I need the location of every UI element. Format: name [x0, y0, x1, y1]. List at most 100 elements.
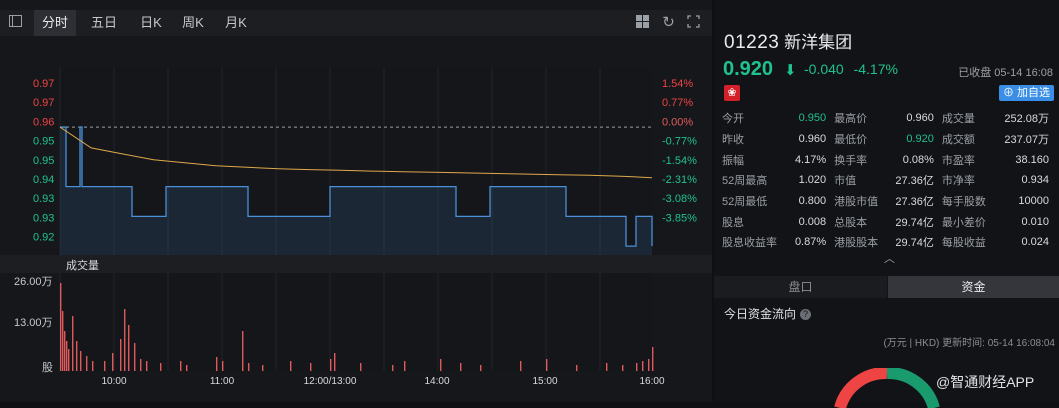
volume-bar — [134, 343, 136, 371]
time-tick-label: 10:00 — [101, 376, 126, 387]
price-tick-label: 0.96 — [33, 116, 54, 128]
tab-daily-k[interactable]: 日K — [140, 15, 162, 30]
quote-row: 股息 0.008 总股本 29.74亿 最小差价 0.010 — [722, 211, 1057, 232]
quote-row: 52周最高 1.020 市值 27.36亿 市净率 0.934 — [722, 170, 1057, 191]
quote-value: 0.950 — [798, 112, 827, 125]
time-tick-label: 16:00 — [639, 376, 664, 387]
plus-circle-icon: ⊕ — [1002, 87, 1014, 99]
volume-bar — [334, 353, 336, 371]
chart-panel: 分时 五日 日K 周K 月K ↻ 0.97 0.97 0.96 0.95 0.95 0.9… — [0, 10, 712, 402]
time-tick-label: 14:00 — [424, 376, 449, 387]
volume-title: 成交量 — [66, 258, 99, 272]
volume-bar — [160, 363, 162, 371]
volume-bar — [546, 359, 548, 371]
volume-bar — [60, 283, 62, 371]
quote-value: 10000 — [1018, 195, 1049, 208]
quote-label: 每股收益 — [941, 237, 986, 250]
volume-bar — [642, 361, 644, 371]
tab-intraday[interactable]: 分时 — [34, 10, 76, 36]
price-tick-label: 0.94 — [33, 174, 54, 186]
tab-weekly-k[interactable]: 周K — [182, 15, 204, 30]
volume-bar — [440, 359, 442, 371]
volume-bar — [248, 363, 250, 371]
refresh-icon[interactable]: ↻ — [662, 14, 675, 31]
quote-table: 今开 0.950 最高价 0.960 成交量 252.08万 昨收 0.960 最低价 0.920… — [722, 108, 1057, 253]
volume-bar — [66, 341, 68, 371]
quote-value: 0.08% — [902, 153, 934, 166]
help-icon[interactable]: ? — [800, 309, 812, 320]
time-tick-label: 11:00 — [210, 376, 235, 387]
quote-label: 市盈率 — [941, 154, 975, 167]
quote-label: 港股股本 — [834, 237, 879, 250]
volume-tick-label: 股 — [42, 361, 53, 374]
change-percent: -4.17% — [853, 61, 898, 77]
tab-orderbook[interactable]: 盘口 — [714, 276, 887, 298]
volume-bar — [124, 309, 126, 371]
volume-bar — [392, 365, 394, 371]
fullscreen-icon[interactable] — [686, 15, 701, 30]
quote-value: 0.934 — [1021, 174, 1049, 187]
volume-header-bg — [0, 255, 712, 273]
fund-flow-meta: (万元 | HKD) 更新时间: 05-14 16:08:04 — [883, 338, 1055, 349]
time-tick-label: 15:00 — [532, 376, 557, 387]
volume-bar — [460, 363, 462, 371]
volume-bar — [92, 361, 94, 371]
quote-label: 52周最低 — [722, 196, 768, 209]
expand-caret-icon[interactable]: ︿ — [884, 253, 895, 265]
hk-flag-icon: ❀ — [724, 85, 740, 101]
quote-label: 股息收益率 — [722, 237, 777, 250]
quote-label: 市值 — [834, 175, 857, 188]
volume-bar — [262, 365, 264, 371]
pct-tick-label: 0.77% — [662, 97, 693, 109]
quote-label: 股息 — [722, 216, 744, 229]
panel-tabs: 盘口 资金 — [714, 276, 1059, 298]
quote-value: 252.08万 — [1004, 113, 1049, 126]
pct-tick-label: -2.31% — [662, 174, 697, 186]
down-arrow-icon: ⬇ — [784, 62, 797, 79]
price-tick-label: 0.93 — [33, 212, 54, 224]
price-line — [60, 126, 653, 247]
price-change: -0.040 -4.17% — [804, 61, 898, 77]
volume-bar — [68, 349, 70, 371]
volume-bar — [180, 361, 182, 371]
quote-panel: 01223 新洋集团 0.920 ⬇ -0.040 -4.17% 已收盘 05-… — [714, 0, 1059, 408]
volume-bar — [216, 357, 218, 371]
quote-value: 0.920 — [906, 133, 934, 146]
tab-monthly-k[interactable]: 月K — [225, 15, 247, 30]
quote-value: 0.008 — [798, 215, 827, 228]
volume-bar — [128, 325, 130, 371]
watermark: @智通财经APP — [936, 374, 1035, 390]
market-status: 已收盘 05-14 16:08 — [958, 67, 1053, 79]
price-tick-label: 0.95 — [33, 155, 54, 167]
stock-header: 01223 新洋集团 — [724, 28, 852, 54]
fund-flow-title: 今日资金流向? — [724, 305, 812, 322]
volume-bar — [146, 361, 148, 371]
quote-value: 29.74亿 — [895, 216, 934, 229]
fund-flow-title-text: 今日资金流向 — [724, 307, 797, 321]
add-watchlist-button[interactable]: ⊕ 加自选 — [998, 85, 1054, 101]
stock-name: 新洋集团 — [784, 33, 853, 52]
quote-value: 237.07万 — [1004, 134, 1049, 147]
intraday-chart[interactable]: 0.97 0.97 0.96 0.95 0.95 0.94 0.93 0.93 0.92 1.5… — [0, 37, 712, 402]
volume-bar — [140, 359, 142, 371]
tab-five-day[interactable]: 五日 — [90, 15, 117, 30]
pct-tick-label: -1.54% — [662, 155, 697, 167]
volume-bar — [652, 347, 654, 371]
quote-row: 昨收 0.960 最低价 0.920 成交额 237.07万 — [722, 129, 1057, 150]
tab-funds[interactable]: 资金 — [888, 276, 1059, 298]
volume-tick-label: 26.00万 — [14, 276, 53, 288]
price-plot-bg — [60, 67, 652, 255]
sidebar-toggle-icon[interactable] — [9, 15, 22, 27]
stock-code: 01223 — [724, 32, 780, 53]
price-tick-label: 0.93 — [33, 193, 54, 205]
quote-value: 0.960 — [798, 133, 827, 146]
quote-label: 今开 — [722, 113, 744, 126]
volume-bar — [606, 363, 608, 371]
price-tick-label: 0.97 — [33, 78, 54, 90]
price-tick-label: 0.92 — [33, 232, 54, 244]
volume-bar — [648, 359, 650, 371]
volume-bar — [76, 341, 78, 371]
quote-label: 总股本 — [834, 216, 868, 229]
layout-grid-icon[interactable] — [636, 15, 651, 30]
price-tick-label: 0.97 — [33, 97, 54, 109]
